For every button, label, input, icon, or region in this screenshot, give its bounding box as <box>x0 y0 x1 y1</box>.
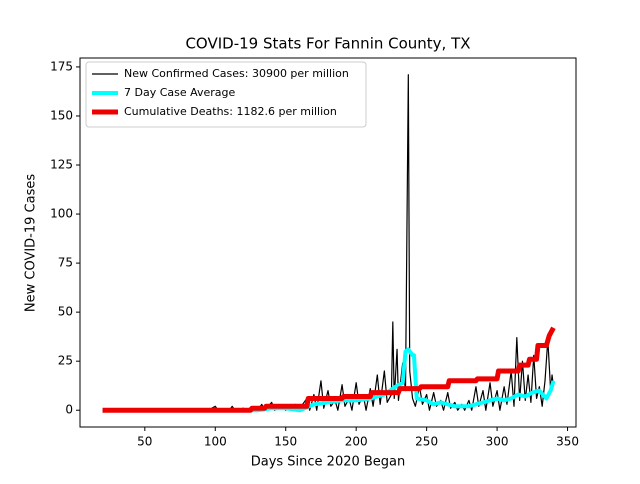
legend-box <box>85 61 367 128</box>
x-tick-label: 200 <box>345 435 368 449</box>
y-tick-label: 150 <box>50 108 73 122</box>
x-tick-label: 50 <box>137 435 152 449</box>
y-tick-label: 75 <box>58 256 73 270</box>
y-tick-label: 0 <box>65 403 73 417</box>
x-tick-label: 300 <box>486 435 509 449</box>
y-tick-label: 125 <box>50 158 73 172</box>
y-tick-label: 175 <box>50 59 73 73</box>
y-tick-label: 25 <box>58 354 73 368</box>
y-tick-label: 50 <box>58 305 73 319</box>
series-line <box>102 326 556 413</box>
y-tick-label: 100 <box>50 207 73 221</box>
legend-label: New Confirmed Cases: 30900 per million <box>124 67 349 80</box>
x-axis-label: Days Since 2020 Began <box>251 455 406 470</box>
x-tick-label: 350 <box>556 435 579 449</box>
y-axis-label: New COVID-19 Cases <box>24 174 39 312</box>
chart-title: COVID-19 Stats For Fannin County, TX <box>185 35 470 53</box>
plot-frame <box>79 57 577 428</box>
legend-label: 7 Day Case Average <box>124 86 236 99</box>
legend-label: Cumulative Deaths: 1182.6 per million <box>124 105 337 118</box>
x-tick-label: 150 <box>274 435 297 449</box>
x-tick-label: 250 <box>415 435 438 449</box>
x-tick-label: 100 <box>204 435 227 449</box>
series-line <box>102 347 556 413</box>
